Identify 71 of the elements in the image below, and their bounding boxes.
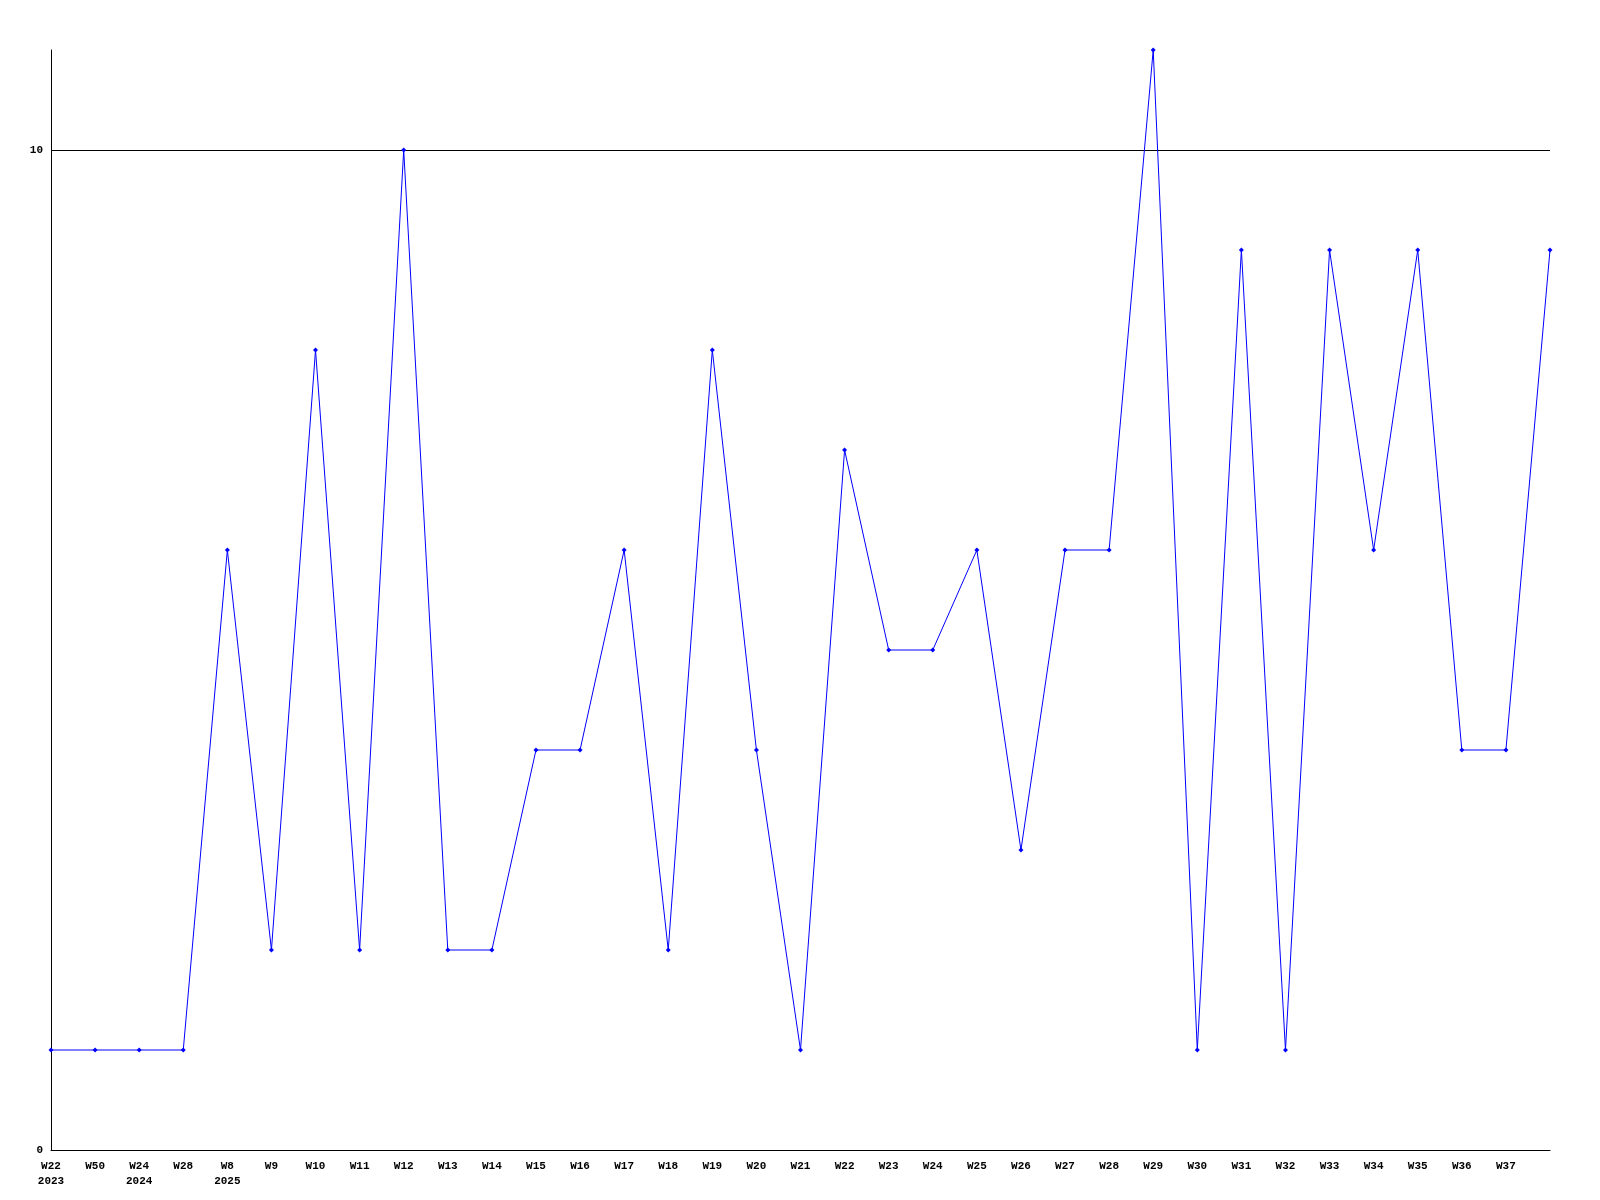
x-tick-label: W31: [1231, 1159, 1252, 1172]
point: [268, 947, 274, 953]
point: [489, 947, 495, 953]
point: [709, 347, 715, 353]
y-tick-label: 0: [36, 1144, 43, 1156]
x-tick-label: W26: [1011, 1159, 1031, 1172]
x-tick-label: W28: [173, 1159, 194, 1172]
x-tick-label: W21: [790, 1159, 811, 1172]
point: [665, 947, 671, 953]
point: [1238, 247, 1244, 253]
x-tick-label: W19: [702, 1159, 723, 1172]
x-tick-label: W22 2023: [37, 1159, 65, 1187]
x-tick-label: W13: [437, 1159, 459, 1172]
x-tick-label: W8 2025: [214, 1159, 241, 1187]
point: [92, 1047, 98, 1053]
x-tick-label: W10: [305, 1159, 326, 1172]
point: [445, 947, 451, 953]
x-tick-label: W20: [746, 1159, 767, 1172]
point: [180, 1047, 186, 1053]
point: [1547, 247, 1553, 253]
x-tick-label: W33: [1319, 1159, 1340, 1172]
point: [1150, 47, 1156, 53]
point: [974, 547, 980, 553]
x-tick-label: W34: [1363, 1159, 1384, 1172]
x-tick-label: W27: [1055, 1159, 1075, 1172]
point: [1194, 1047, 1200, 1053]
point: [48, 1047, 54, 1053]
x-tick-label: W28: [1099, 1159, 1120, 1172]
point: [842, 447, 848, 453]
point: [1062, 547, 1068, 553]
x-tick-label: W17: [614, 1159, 635, 1172]
x-tick-label: W15: [526, 1159, 547, 1172]
x-tick-label: W11: [349, 1159, 370, 1172]
point: [1459, 747, 1465, 753]
point: [1503, 747, 1509, 753]
point: [1106, 547, 1112, 553]
point: [1371, 547, 1377, 553]
x-tick-label: W16: [570, 1159, 590, 1172]
point: [1415, 247, 1421, 253]
x-tick-label: W18: [658, 1159, 679, 1172]
point: [401, 147, 407, 153]
point: [621, 547, 627, 553]
point: [886, 647, 892, 653]
point: [930, 647, 936, 653]
point: [224, 547, 230, 553]
x-tick-label: W12: [393, 1159, 414, 1172]
point: [1018, 847, 1024, 853]
x-tick-label: W9: [264, 1159, 279, 1172]
x-tick-label: W14: [481, 1159, 503, 1172]
point: [1282, 1047, 1288, 1053]
point: [798, 1047, 803, 1053]
point: [136, 1047, 142, 1053]
point: [577, 747, 583, 753]
x-tick-label: W29: [1143, 1159, 1164, 1172]
point: [313, 347, 319, 353]
x-tick-label: W24 2024: [125, 1159, 153, 1187]
point: [357, 947, 363, 953]
x-tick-label: W30: [1187, 1159, 1208, 1172]
x-tick-label: W23: [878, 1159, 899, 1172]
point: [1327, 247, 1333, 253]
x-tick-label: W50: [85, 1159, 105, 1172]
x-tick-label: W32: [1275, 1159, 1296, 1172]
x-tick-label: W36: [1451, 1159, 1472, 1172]
x-tick-label: W25: [966, 1159, 988, 1172]
x-tick-label: W24: [922, 1159, 944, 1172]
point: [753, 747, 759, 753]
x-tick-label: W37: [1496, 1159, 1516, 1172]
x-tick-label: W35: [1407, 1159, 1429, 1172]
y-tick-label: 10: [29, 144, 43, 156]
point: [533, 747, 539, 753]
x-tick-label: W22: [834, 1159, 855, 1172]
